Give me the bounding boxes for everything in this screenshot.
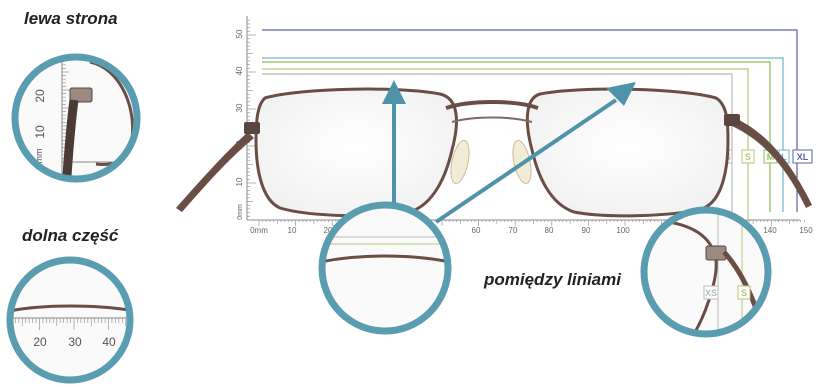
size-badge-xl: XL: [797, 152, 809, 162]
left-lens: [254, 87, 458, 218]
v-tick-10: 10: [235, 177, 244, 186]
bottom-zoom-tick-20: 20: [33, 335, 47, 349]
bottom-zoom-tick-40: 40: [102, 335, 116, 349]
bottom-part-label: dolna część: [22, 226, 119, 245]
h-tick-80: 80: [545, 226, 554, 235]
right-zoom-badge-xs: XS: [705, 288, 717, 298]
h-tick-150: 150: [799, 226, 813, 235]
between-lines-label: pomiędzy liniami: [484, 270, 621, 289]
h-tick-90: 90: [582, 226, 591, 235]
h-tick-0: 0mm: [250, 226, 268, 235]
h-tick-20: 20: [324, 226, 333, 235]
bottom-zoom-tick-30: 30: [68, 335, 82, 349]
left-zoom-unit: mm: [34, 149, 44, 164]
left-zoom-tick-10: 10: [33, 125, 47, 139]
v-tick-50: 50: [235, 29, 244, 38]
v-tick-0: 0mm: [237, 204, 244, 220]
right-zoom: XS S: [640, 206, 772, 338]
left-zoom-tick-20: 20: [33, 89, 47, 103]
size-badge-l: L: [781, 152, 787, 162]
right-lens: [525, 87, 730, 218]
left-side-zoom: 20 10 mm: [11, 53, 141, 183]
right-zoom-badge-s: S: [741, 288, 747, 298]
v-tick-40: 40: [235, 66, 244, 75]
bottom-part-zoom: 20 30 40: [6, 256, 134, 384]
lens-diagonal-arrow: [434, 98, 618, 224]
size-badge-s: S: [745, 152, 751, 162]
size-badge-m: M: [767, 152, 775, 162]
size-badges: XS S M L XL: [717, 149, 813, 164]
left-temple: [176, 132, 254, 212]
right-temple: [732, 118, 812, 208]
vertical-ticks: [247, 19, 256, 221]
bridge: [445, 100, 539, 110]
eyeglasses: [176, 87, 812, 218]
h-tick-60: 60: [472, 226, 481, 235]
h-tick-140: 140: [763, 226, 777, 235]
h-tick-100: 100: [616, 226, 630, 235]
v-tick-30: 30: [235, 103, 244, 112]
measurement-arrows: [382, 80, 636, 224]
h-tick-70: 70: [509, 226, 518, 235]
middle-zoom: [318, 201, 452, 335]
left-nose-pad: [450, 139, 470, 185]
left-side-label: lewa strona: [24, 9, 118, 28]
h-tick-10: 10: [288, 226, 297, 235]
